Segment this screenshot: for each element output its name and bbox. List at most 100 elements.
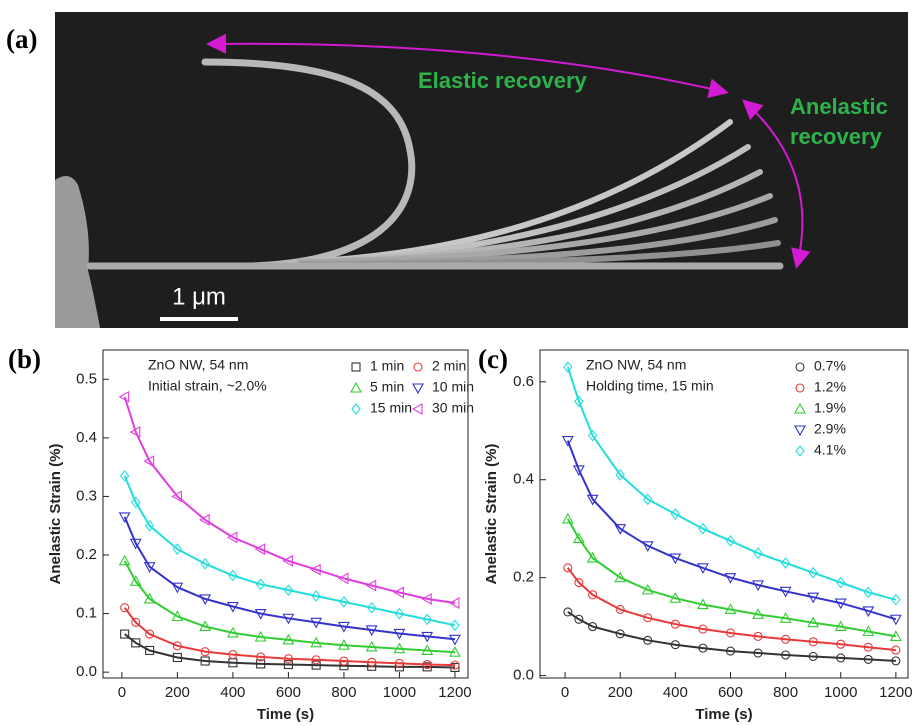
marker: [200, 656, 210, 666]
marker: [863, 654, 873, 664]
legend-label: 4.1%: [814, 442, 846, 458]
marker: [724, 573, 737, 584]
marker: [449, 646, 461, 657]
marker: [394, 607, 405, 620]
chart: (c) 0.0 0.2 0.4 0.6 0 200 400 600 800 1000 1200 Time…: [478, 344, 913, 723]
x-tick-label: 0: [561, 684, 569, 701]
marker: [310, 636, 323, 648]
y-tick-label: 0.2: [513, 569, 534, 586]
marker: [118, 554, 131, 566]
marker: [254, 543, 266, 556]
panel-label: (a): [6, 24, 37, 54]
marker: [670, 640, 680, 650]
marker: [366, 601, 377, 614]
marker: [808, 651, 818, 662]
marker: [282, 633, 295, 645]
marker: [311, 655, 321, 665]
marker: [422, 613, 432, 626]
marker: [643, 613, 653, 623]
marker: [563, 563, 573, 573]
marker: [339, 595, 349, 608]
marker: [725, 646, 736, 656]
marker: [421, 644, 434, 656]
fit-line: [567, 611, 896, 662]
panel-label: (c): [478, 344, 508, 374]
x-tick-label: 1000: [383, 684, 416, 701]
marker: [698, 522, 708, 535]
panel-a: 1 μm Elastic recovery Anelastic recovery…: [6, 12, 908, 328]
marker: [780, 557, 791, 569]
marker: [129, 575, 142, 586]
marker: [172, 543, 183, 556]
y-tick-label: 0.3: [76, 487, 97, 504]
legend-marker: [795, 445, 805, 457]
legend-label: 1.2%: [814, 379, 846, 395]
marker: [283, 654, 293, 664]
marker: [588, 622, 598, 632]
marker: [283, 584, 294, 597]
x-axis-label: Time (s): [695, 706, 752, 723]
marker: [863, 642, 873, 652]
marker: [779, 612, 792, 623]
marker: [145, 629, 155, 639]
marker: [561, 512, 574, 524]
marker: [254, 630, 267, 642]
annotation: Holding time, 15 min: [586, 378, 714, 394]
marker: [422, 662, 432, 672]
marker: [283, 659, 293, 670]
marker: [282, 554, 293, 567]
marker: [753, 631, 763, 641]
marker: [574, 395, 584, 408]
marker: [615, 468, 625, 481]
x-tick-label: 1200: [438, 684, 471, 701]
marker: [725, 628, 736, 638]
marker: [449, 634, 461, 646]
annotation: ZnO NW, 54 nm: [148, 357, 248, 373]
marker: [588, 590, 598, 600]
legend-label: 2.9%: [814, 421, 846, 437]
marker: [450, 662, 460, 673]
legend-label: 2 min: [432, 358, 466, 374]
legend-marker: [350, 381, 362, 393]
marker: [781, 650, 791, 660]
marker: [836, 639, 846, 649]
marker: [563, 607, 573, 617]
legend-marker: [351, 403, 361, 415]
marker: [228, 650, 238, 660]
marker: [200, 647, 210, 657]
marker: [587, 429, 598, 442]
marker: [143, 592, 156, 604]
marker: [586, 551, 599, 563]
marker: [836, 653, 846, 663]
marker: [807, 592, 820, 604]
legend-label: 1.9%: [814, 400, 846, 416]
x-tick-label: 600: [718, 684, 743, 701]
marker: [448, 597, 460, 609]
marker: [574, 614, 584, 624]
x-tick-label: 200: [608, 684, 633, 701]
marker: [752, 580, 764, 592]
fit-line: [566, 366, 897, 601]
marker: [256, 659, 266, 669]
x-tick-label: 200: [165, 684, 190, 701]
marker: [199, 594, 212, 606]
marker: [145, 645, 155, 656]
legend-marker: [795, 383, 805, 393]
marker: [337, 639, 350, 650]
fit-line: [123, 516, 456, 641]
x-axis-label: Time (s): [257, 706, 314, 723]
marker: [561, 436, 574, 447]
marker: [781, 634, 791, 644]
marker: [643, 493, 653, 506]
marker: [807, 616, 820, 628]
y-tick-label: 0.1: [76, 605, 97, 622]
plot-frame: [539, 349, 909, 679]
legend-marker: [413, 362, 423, 372]
marker: [143, 455, 155, 468]
marker: [614, 524, 627, 535]
marker: [200, 557, 210, 570]
marker: [863, 586, 874, 599]
marker: [641, 541, 654, 552]
marker: [572, 465, 585, 477]
